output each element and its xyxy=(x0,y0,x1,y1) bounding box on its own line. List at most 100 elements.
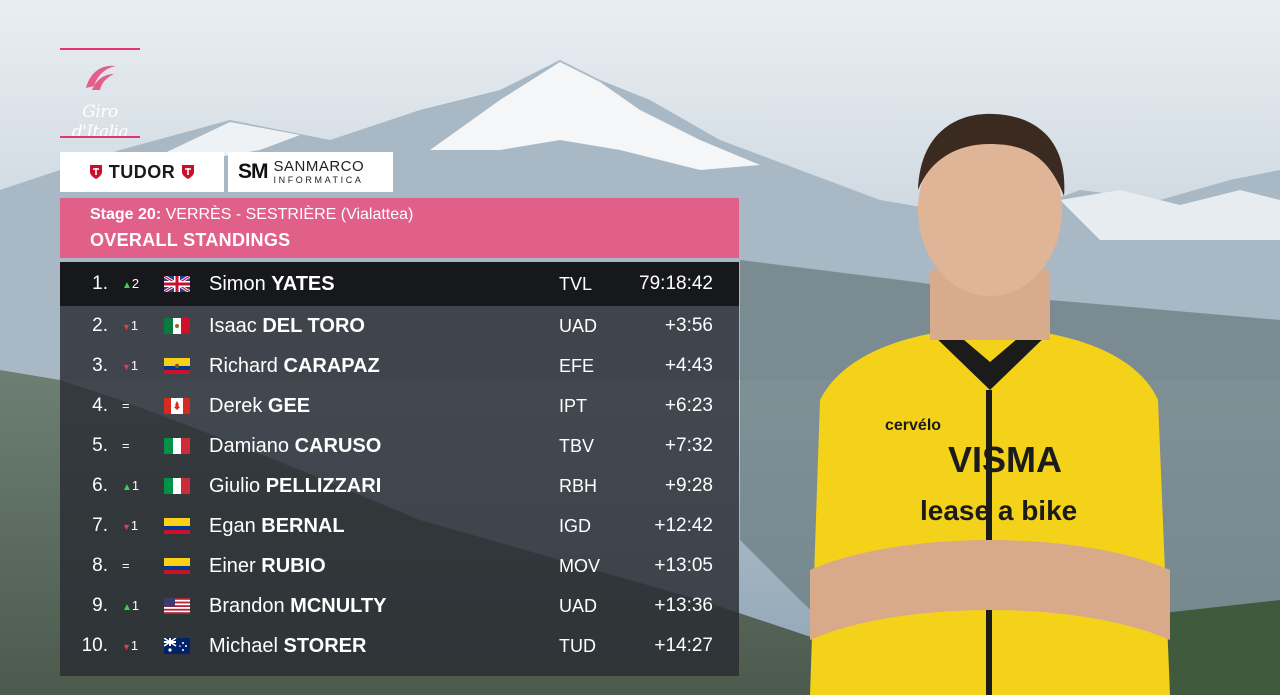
arrow-down-icon: ▼ xyxy=(122,522,131,532)
standings-header: Stage 20: VERRÈS - SESTRIÈRE (Vialattea)… xyxy=(60,198,739,258)
rider-last-name: PELLIZZARI xyxy=(265,475,382,497)
rider-team: IPT xyxy=(559,396,588,416)
standings-row: 9. ▲1 Brandon MCNULTY UAD +13:36 xyxy=(60,586,739,626)
jersey-brand-text: cervélo xyxy=(885,417,941,434)
tudor-label: TUDOR xyxy=(108,161,176,182)
rider-name: Derek GEE xyxy=(209,386,310,426)
rider-team: UAD xyxy=(559,596,598,616)
row-change-value: = xyxy=(122,438,130,453)
row-position: 8. xyxy=(92,555,108,576)
rider-last-name: CARAPAZ xyxy=(283,355,380,377)
rider-photo: cervélo VISMA lease a bike xyxy=(810,113,1170,695)
standings-row: 4. = Derek GEE IPT +6:23 xyxy=(60,386,739,426)
rider-last-name: CARUSO xyxy=(294,435,382,457)
row-position: 2. xyxy=(92,315,108,336)
tudor-shield-icon xyxy=(89,165,102,179)
row-position-change: ▼1 xyxy=(122,306,148,347)
row-position-change: ▼1 xyxy=(122,626,148,667)
rider-time: +12:42 xyxy=(654,515,713,536)
rider-time: +13:36 xyxy=(654,595,713,616)
ec-flag-icon xyxy=(164,358,190,374)
row-position: 10. xyxy=(81,635,108,656)
standings-row: 7. ▼1 Egan BERNAL IGD +12:42 xyxy=(60,506,739,546)
row-position: 1. xyxy=(92,273,108,294)
rider-team: IGD xyxy=(559,516,592,536)
rider-last-name: YATES xyxy=(271,273,335,295)
rider-last-name: STORER xyxy=(283,635,367,657)
rider-time: +4:43 xyxy=(664,355,713,376)
rider-last-name: RUBIO xyxy=(261,555,326,577)
row-position-change: ▼1 xyxy=(122,346,148,387)
it-flag-icon xyxy=(164,478,190,494)
arrow-up-icon: ▲ xyxy=(122,280,132,291)
rider-team: RBH xyxy=(559,476,598,496)
rider-team: MOV xyxy=(559,556,601,576)
row-change-value: = xyxy=(122,558,130,573)
row-position-change: = xyxy=(122,426,148,466)
rider-first-name: Giulio xyxy=(209,475,266,497)
rider-name: Egan BERNAL xyxy=(209,506,345,546)
row-change-value: = xyxy=(122,398,130,413)
standings-row: 8. = Einer RUBIO MOV +13:05 xyxy=(60,546,739,586)
row-position: 6. xyxy=(92,475,108,496)
standings-row: 6. ▲1 Giulio PELLIZZARI RBH +9:28 xyxy=(60,466,739,506)
rider-time: 79:18:42 xyxy=(639,273,713,294)
sponsor-tudor: TUDOR xyxy=(60,152,224,192)
rider-first-name: Egan xyxy=(209,515,262,537)
row-position: 5. xyxy=(92,435,108,456)
sanmarco-mark: SM xyxy=(238,160,268,183)
us-flag-icon xyxy=(164,598,190,614)
rider-last-name: BERNAL xyxy=(261,515,345,537)
rider-last-name: DEL TORO xyxy=(262,315,365,337)
row-position-change: = xyxy=(122,546,148,586)
rider-time: +6:23 xyxy=(664,395,713,416)
row-position-change: = xyxy=(122,386,148,426)
rider-team: TUD xyxy=(559,636,596,656)
co-flag-icon xyxy=(164,518,190,534)
ca-flag-icon xyxy=(164,398,190,414)
stage-route: VERRÈS - SESTRIÈRE (Vialattea) xyxy=(165,206,414,223)
standings-table: 1. ▲2 Simon YATES TVL 79:18:42 2. ▼1 Isaac DEL … xyxy=(60,262,739,676)
rider-time: +13:05 xyxy=(654,555,713,576)
mx-flag-icon xyxy=(164,318,190,334)
rider-name: Richard CARAPAZ xyxy=(209,346,380,386)
rider-first-name: Michael xyxy=(209,635,284,657)
rider-name: Simon YATES xyxy=(209,262,335,306)
giro-swoosh-icon xyxy=(86,65,116,90)
row-position: 4. xyxy=(92,395,108,416)
rider-last-name: MCNULTY xyxy=(290,595,387,617)
arrow-down-icon: ▼ xyxy=(122,642,131,652)
giro-logo: Giro d'Italia xyxy=(60,48,140,142)
row-position-change: ▼1 xyxy=(122,506,148,547)
rider-name: Michael STORER xyxy=(209,626,366,666)
rider-team: UAD xyxy=(559,316,598,336)
sanmarco-sublabel: INFORMATICA xyxy=(273,175,364,185)
gb-flag-icon xyxy=(164,276,190,292)
rider-name: Giulio PELLIZZARI xyxy=(209,466,381,506)
rider-name: Einer RUBIO xyxy=(209,546,326,586)
row-position: 9. xyxy=(92,595,108,616)
standings-row: 1. ▲2 Simon YATES TVL 79:18:42 xyxy=(60,262,739,306)
it-flag-icon xyxy=(164,438,190,454)
row-position: 3. xyxy=(92,355,108,376)
jersey-sponsor-text: VISMA xyxy=(948,439,1062,480)
standings-title: OVERALL STANDINGS xyxy=(90,230,291,250)
rider-first-name: Einer xyxy=(209,555,262,577)
row-position-change: ▲1 xyxy=(122,466,148,508)
tudor-shield-icon xyxy=(182,165,195,179)
stage-line: Stage 20: VERRÈS - SESTRIÈRE (Vialattea) xyxy=(90,206,739,224)
sanmarco-label: SANMARCO xyxy=(273,158,365,175)
rider-name: Isaac DEL TORO xyxy=(209,306,365,346)
rider-first-name: Damiano xyxy=(209,435,295,457)
rider-time: +9:28 xyxy=(664,475,713,496)
arrow-down-icon: ▼ xyxy=(122,362,131,372)
row-change-value: 2 xyxy=(131,276,140,291)
rider-time: +14:27 xyxy=(654,635,713,656)
rider-name: Damiano CARUSO xyxy=(209,426,381,466)
rider-last-name: GEE xyxy=(267,395,311,417)
co-flag-icon xyxy=(164,558,190,574)
arrow-up-icon: ▲ xyxy=(122,482,132,493)
arrow-down-icon: ▼ xyxy=(122,322,131,332)
rider-first-name: Simon xyxy=(209,273,272,295)
rider-time: +7:32 xyxy=(664,435,713,456)
